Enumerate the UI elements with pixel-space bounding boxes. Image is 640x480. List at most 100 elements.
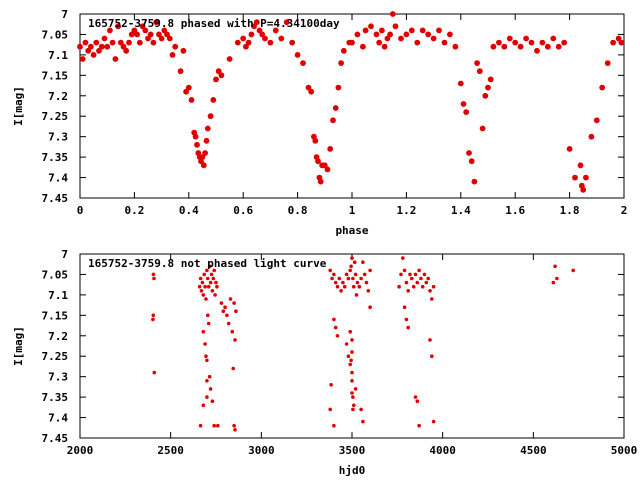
data-point bbox=[430, 35, 437, 42]
data-point bbox=[219, 301, 224, 305]
x-tick-label: 3000 bbox=[248, 444, 275, 457]
data-point bbox=[389, 11, 396, 17]
data-point bbox=[312, 137, 319, 144]
data-point bbox=[618, 39, 625, 46]
data-point bbox=[104, 43, 111, 50]
unphased-light-curve-panel: 2000 2500 3000 3500 4000 4500 5000 7 7.05 7.1 7.15… bbox=[12, 248, 637, 477]
data-point bbox=[204, 297, 208, 301]
x-tick-label: 1 bbox=[349, 204, 356, 217]
data-point bbox=[215, 284, 219, 289]
x-tick-label: 1.8 bbox=[560, 204, 580, 217]
data-point bbox=[145, 35, 151, 42]
data-point bbox=[330, 276, 334, 281]
data-point bbox=[402, 268, 407, 273]
data-point bbox=[376, 39, 383, 46]
data-point bbox=[156, 31, 162, 38]
data-point bbox=[226, 321, 231, 326]
data-point bbox=[430, 354, 434, 359]
data-point bbox=[120, 43, 127, 50]
data-point bbox=[338, 60, 344, 66]
data-point bbox=[192, 133, 199, 140]
data-point bbox=[350, 350, 354, 354]
data-point bbox=[408, 27, 415, 34]
data-point bbox=[398, 35, 404, 42]
y-tick-label: 7.15 bbox=[42, 309, 69, 322]
x-axis-label: phase bbox=[335, 224, 368, 237]
x-tick-label: 0.6 bbox=[233, 204, 253, 217]
data-point bbox=[166, 35, 173, 42]
data-point bbox=[289, 39, 296, 46]
y-tick-label: 7.2 bbox=[48, 90, 68, 103]
data-point bbox=[468, 158, 475, 165]
data-point bbox=[353, 387, 358, 391]
data-point bbox=[234, 309, 238, 314]
data-point bbox=[107, 27, 113, 34]
data-point bbox=[534, 47, 540, 54]
data-point bbox=[466, 150, 472, 156]
data-point bbox=[341, 280, 345, 285]
data-point bbox=[283, 19, 290, 26]
data-point bbox=[85, 47, 92, 54]
data-point bbox=[225, 313, 229, 318]
data-point bbox=[183, 88, 190, 95]
data-point bbox=[210, 399, 215, 404]
data-point bbox=[164, 31, 170, 38]
data-point bbox=[205, 379, 209, 383]
data-point bbox=[599, 84, 606, 91]
data-point bbox=[204, 125, 211, 132]
data-point bbox=[366, 289, 371, 293]
data-point bbox=[422, 272, 427, 277]
data-point bbox=[350, 379, 354, 383]
y-tick-label: 7.3 bbox=[48, 131, 68, 144]
data-point bbox=[115, 23, 121, 30]
data-point bbox=[207, 374, 212, 379]
data-point bbox=[362, 27, 369, 34]
data-point bbox=[233, 428, 237, 432]
data-point bbox=[430, 297, 434, 301]
data-point bbox=[203, 284, 207, 289]
data-point bbox=[151, 317, 155, 322]
y-tick-label: 7.3 bbox=[48, 371, 68, 384]
data-point bbox=[79, 56, 86, 62]
data-point bbox=[403, 31, 410, 38]
x-tick-label: 0.4 bbox=[179, 204, 199, 217]
y-tick-label: 7.45 bbox=[42, 432, 69, 445]
data-point bbox=[215, 68, 222, 75]
data-point bbox=[506, 35, 513, 42]
data-point bbox=[136, 39, 143, 46]
data-point bbox=[359, 276, 363, 281]
data-point bbox=[259, 31, 266, 38]
data-point bbox=[399, 272, 403, 277]
data-point bbox=[232, 301, 236, 305]
data-point bbox=[232, 423, 236, 428]
data-point bbox=[402, 305, 407, 310]
data-point bbox=[218, 72, 225, 79]
data-point bbox=[151, 272, 156, 277]
data-point bbox=[315, 158, 321, 165]
data-point bbox=[352, 403, 356, 408]
data-point bbox=[350, 256, 354, 260]
data-point bbox=[177, 68, 184, 75]
data-point bbox=[428, 289, 432, 293]
y-tick-label: 7.25 bbox=[42, 110, 69, 123]
data-point bbox=[361, 260, 365, 265]
x-tick-label: 0.8 bbox=[288, 204, 308, 217]
data-point bbox=[384, 35, 391, 42]
data-point bbox=[337, 276, 342, 281]
data-point bbox=[417, 423, 421, 428]
data-point bbox=[90, 52, 97, 58]
x-tick-label: 5000 bbox=[611, 444, 638, 457]
y-tick-label: 7 bbox=[61, 248, 68, 261]
data-point bbox=[550, 35, 557, 42]
data-point bbox=[355, 280, 360, 285]
data-point bbox=[202, 272, 206, 277]
data-point bbox=[142, 27, 149, 34]
data-point bbox=[328, 268, 333, 273]
data-point bbox=[417, 268, 421, 273]
data-point bbox=[101, 35, 108, 42]
data-point bbox=[300, 60, 306, 66]
data-point bbox=[572, 174, 578, 181]
data-point bbox=[332, 105, 339, 111]
data-point bbox=[571, 268, 575, 273]
data-point bbox=[139, 23, 146, 30]
